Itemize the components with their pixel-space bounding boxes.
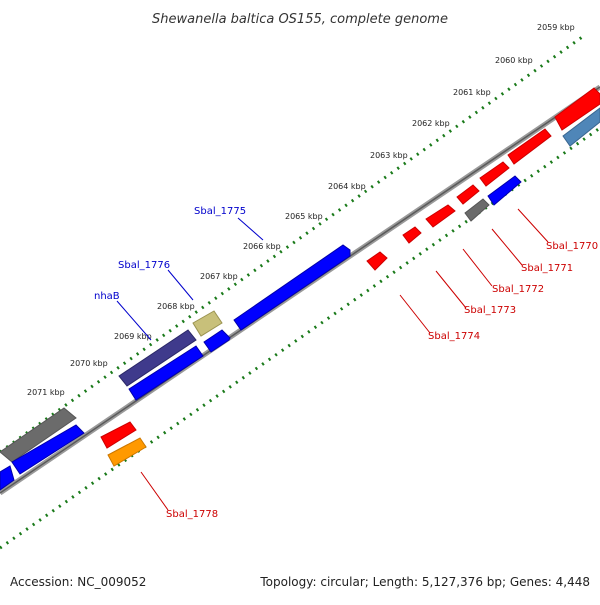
tick-label: 2067 kbp [200,272,238,281]
gene-steelblue[interactable] [562,107,600,147]
gene-red-a[interactable] [479,161,510,187]
gene-sbal-1771[interactable] [456,184,480,205]
gene-sbal-1772[interactable] [425,204,456,228]
accession-text: Accession: NC_009052 [10,575,146,589]
gene-label-sbal-1770[interactable]: Sbal_1770 [546,241,598,252]
gene-sbal-1776[interactable] [192,310,223,337]
forward-strand-genes [0,87,600,463]
reverse-strand-genes [100,128,552,467]
gene-labels: Sbal_1775 Sbal_1776 nhaB Sbal_1770 Sbal_… [94,206,598,520]
outer-scale-track [0,33,586,454]
gene-blue-edge[interactable] [0,465,15,491]
tick-label: 2059 kbp [537,23,575,32]
gene-blue-long[interactable] [233,244,351,331]
gene-label-sbal-1776[interactable]: Sbal_1776 [118,260,170,271]
gene-label-sbal-1773[interactable]: Sbal_1773 [464,305,516,316]
gene-nhaB[interactable] [118,329,197,387]
gene-blue-right[interactable] [487,175,522,206]
tick-label: 2064 kbp [328,182,366,191]
gene-label-sbal-1778[interactable]: Sbal_1778 [166,509,218,520]
tick-label: 2071 kbp [27,388,65,397]
gene-label-sbal-1774[interactable]: Sbal_1774 [428,331,480,342]
gene-label-sbal-1775[interactable]: Sbal_1775 [194,206,246,217]
gene-sbal-1778[interactable] [107,437,147,467]
gene-label-nhab[interactable]: nhaB [94,291,120,302]
gene-sbal-1774[interactable] [366,251,388,271]
tick-label: 2060 kbp [495,56,533,65]
leader-lines [116,208,549,511]
blue-genes [0,175,522,491]
tick-label: 2069 kbp [114,332,152,341]
scale-labels: 2059 kbp 2060 kbp 2061 kbp 2062 kbp 2063… [27,23,575,397]
gene-gray-1[interactable] [0,407,77,463]
tick-label: 2070 kbp [70,359,108,368]
gene-blue-1[interactable] [11,424,85,475]
gene-sbal-1773[interactable] [402,226,422,244]
tick-label: 2066 kbp [243,242,281,251]
gene-red-top[interactable] [554,87,600,131]
map-title: Shewanella baltica OS155, complete genom… [152,12,448,27]
gene-sbal-1775[interactable] [128,345,204,401]
topology-text: Topology: circular; Length: 5,127,376 bp… [259,575,590,589]
gene-sbal-1770[interactable] [464,198,490,222]
gene-red-left[interactable] [100,421,137,449]
tick-label: 2061 kbp [453,88,491,97]
tick-label: 2065 kbp [285,212,323,221]
tick-label: 2063 kbp [370,151,408,160]
gene-label-sbal-1772[interactable]: Sbal_1772 [492,284,544,295]
tick-label: 2068 kbp [157,302,195,311]
gene-label-sbal-1771[interactable]: Sbal_1771 [521,263,573,274]
gene-blue-small[interactable] [203,329,231,353]
tick-label: 2062 kbp [412,119,450,128]
gene-red-b[interactable] [507,128,552,165]
